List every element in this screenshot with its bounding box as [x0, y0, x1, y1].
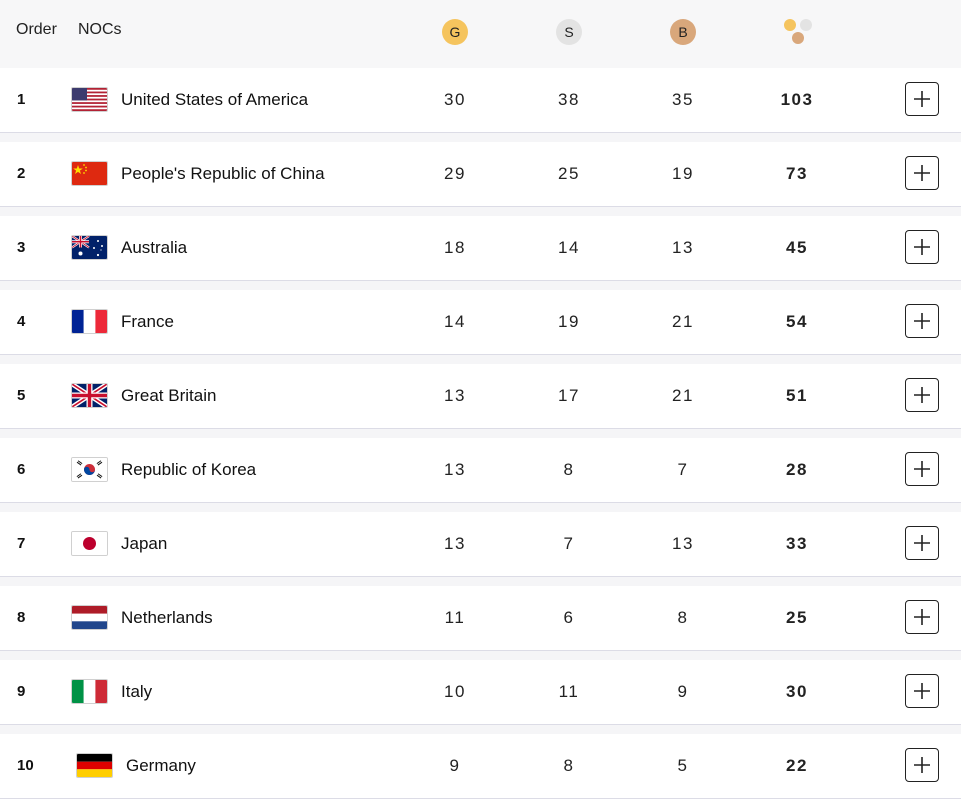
noc-name: France — [121, 312, 174, 331]
silver-count: 7 — [563, 534, 575, 553]
gold-count: 13 — [444, 460, 466, 479]
silver-count: 8 — [563, 756, 575, 775]
expand-row-button[interactable] — [905, 674, 939, 708]
gold-medal-icon[interactable]: G — [442, 19, 468, 45]
total-count: 25 — [786, 608, 808, 627]
table-row[interactable]: 5 Great Britain 13 17 21 51 — [0, 364, 961, 429]
bronze-count: 8 — [677, 608, 689, 627]
expand-row-button[interactable] — [905, 526, 939, 560]
rank-order: 3 — [17, 239, 26, 256]
gold-count: 14 — [444, 312, 466, 331]
gold-count: 9 — [449, 756, 461, 775]
silver-count: 8 — [563, 460, 575, 479]
usa-flag-icon — [72, 88, 107, 111]
table-row[interactable]: 6 Republic of Korea 13 8 7 28 — [0, 438, 961, 503]
gold-count: 13 — [444, 534, 466, 553]
bronze-medal-icon[interactable]: B — [670, 19, 696, 45]
silver-count: 17 — [558, 386, 580, 405]
noc-name: Japan — [121, 534, 168, 553]
noc-name: Great Britain — [121, 386, 217, 405]
gold-count: 13 — [444, 386, 466, 405]
silver-count: 11 — [558, 682, 580, 701]
noc-name: Germany — [126, 756, 196, 775]
table-row[interactable]: 1 United States of America 30 38 35 103 — [0, 68, 961, 133]
bronze-count: 21 — [672, 386, 694, 405]
france-flag-icon — [72, 310, 107, 333]
rank-order: 8 — [17, 609, 26, 626]
noc-name: Netherlands — [121, 608, 213, 627]
noc-name: Australia — [121, 238, 188, 257]
gold-count: 10 — [444, 682, 466, 701]
rank-order: 9 — [17, 683, 26, 700]
total-count: 28 — [786, 460, 808, 479]
table-row[interactable]: 10 Germany 9 8 5 22 — [0, 734, 961, 799]
silver-count: 14 — [558, 238, 580, 257]
gold-count: 18 — [444, 238, 466, 257]
rank-order: 2 — [17, 165, 26, 182]
china-flag-icon — [72, 162, 107, 185]
gb-flag-icon — [72, 384, 107, 407]
bronze-count: 13 — [672, 238, 694, 257]
silver-count: 19 — [558, 312, 580, 331]
expand-row-button[interactable] — [905, 82, 939, 116]
australia-flag-icon — [72, 236, 107, 259]
table-row[interactable]: 2 People's Republic of China 29 25 19 73 — [0, 142, 961, 207]
order-column-header[interactable]: Order — [16, 21, 57, 38]
table-row[interactable]: 9 Italy 10 11 9 30 — [0, 660, 961, 725]
rank-order: 1 — [17, 91, 26, 108]
netherlands-flag-icon — [72, 606, 107, 629]
total-count: 54 — [786, 312, 808, 331]
noc-name: Italy — [121, 682, 153, 701]
expand-row-button[interactable] — [905, 378, 939, 412]
germany-flag-icon — [77, 754, 112, 777]
total-count: 103 — [780, 90, 814, 109]
rank-order: 4 — [17, 313, 26, 330]
korea-flag-icon — [72, 458, 107, 481]
noc-name: United States of America — [121, 90, 309, 109]
expand-row-button[interactable] — [905, 748, 939, 782]
table-row[interactable]: 7 Japan 13 7 13 33 — [0, 512, 961, 577]
rank-order: 7 — [17, 535, 26, 552]
bronze-count: 21 — [672, 312, 694, 331]
bronze-count: 35 — [672, 90, 694, 109]
total-count: 45 — [786, 238, 808, 257]
rank-order: 10 — [17, 757, 34, 774]
total-count: 73 — [786, 164, 808, 183]
silver-count: 6 — [563, 608, 575, 627]
table-header: Order NOCs G S B — [0, 0, 961, 69]
table-row[interactable]: 3 Australia 18 14 13 45 — [0, 216, 961, 281]
gold-count: 11 — [444, 608, 466, 627]
total-count: 30 — [786, 682, 808, 701]
gold-count: 30 — [444, 90, 466, 109]
total-count: 33 — [786, 534, 808, 553]
japan-flag-icon — [72, 532, 107, 555]
expand-row-button[interactable] — [905, 230, 939, 264]
gold-count: 29 — [444, 164, 466, 183]
noc-name: Republic of Korea — [121, 460, 257, 479]
italy-flag-icon — [72, 680, 107, 703]
expand-row-button[interactable] — [905, 304, 939, 338]
total-count: 22 — [786, 756, 808, 775]
silver-count: 38 — [558, 90, 580, 109]
expand-row-button[interactable] — [905, 156, 939, 190]
silver-count: 25 — [558, 164, 580, 183]
bronze-count: 5 — [677, 756, 689, 775]
bronze-count: 13 — [672, 534, 694, 553]
bronze-count: 19 — [672, 164, 694, 183]
expand-row-button[interactable] — [905, 600, 939, 634]
medals-icon[interactable] — [784, 19, 814, 45]
noc-name: People's Republic of China — [121, 164, 325, 183]
bronze-count: 9 — [677, 682, 689, 701]
total-count: 51 — [786, 386, 808, 405]
table-row[interactable]: 8 Netherlands 11 6 8 25 — [0, 586, 961, 651]
rank-order: 6 — [17, 461, 26, 478]
expand-row-button[interactable] — [905, 452, 939, 486]
table-row[interactable]: 4 France 14 19 21 54 — [0, 290, 961, 355]
silver-medal-icon[interactable]: S — [556, 19, 582, 45]
noc-column-header[interactable]: NOCs — [78, 21, 122, 38]
rank-order: 5 — [17, 387, 26, 404]
bronze-count: 7 — [677, 460, 689, 479]
